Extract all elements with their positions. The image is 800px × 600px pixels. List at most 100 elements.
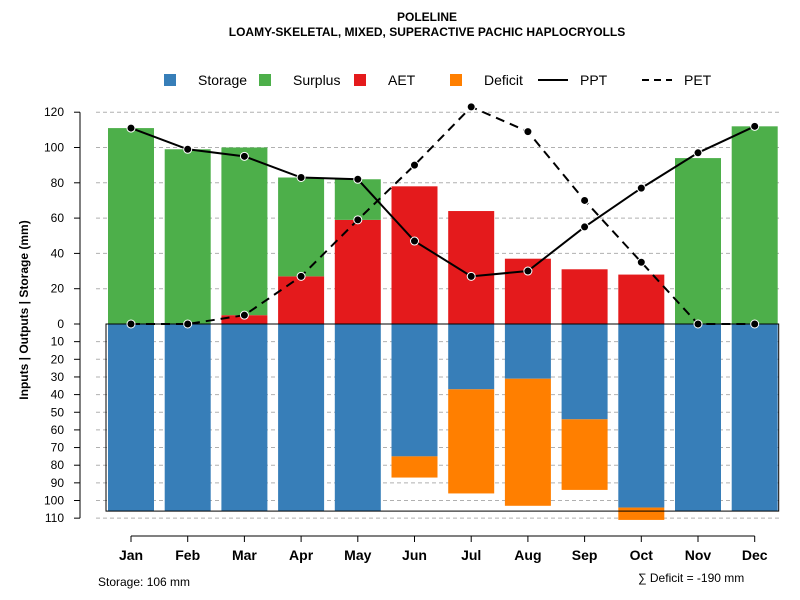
pet-line: [131, 105, 755, 325]
legend-label-deficit: Deficit: [484, 72, 523, 88]
y-tick-label: 40: [51, 246, 65, 260]
surplus-bar: [334, 179, 381, 220]
chart-title: POLELINE: [397, 10, 457, 24]
deficit-bar: [618, 507, 665, 520]
y-tick-label: 10: [51, 335, 65, 349]
y-tick-label: 20: [51, 352, 65, 366]
pet-point: [693, 319, 703, 329]
storage-note: Storage: 106 mm: [98, 575, 190, 589]
ppt-point: [523, 266, 533, 276]
legend-label-storage: Storage: [198, 72, 247, 88]
legend-label-surplus: Surplus: [293, 72, 340, 88]
deficit-bar: [561, 419, 608, 490]
pet-point: [126, 319, 136, 329]
deficit-bar: [504, 378, 551, 506]
legend-label-pet: PET: [684, 72, 712, 88]
y-tick-label: 40: [51, 388, 65, 402]
legend-swatch-storage: [164, 74, 176, 86]
x-tick-label-oct: Oct: [630, 547, 654, 563]
y-tick-label: 70: [51, 441, 65, 455]
surplus-bar: [108, 128, 154, 324]
storage-bar: [221, 324, 268, 512]
x-tick-label-jun: Jun: [402, 547, 427, 563]
deficit-bar: [391, 456, 438, 478]
storage-bar: [731, 324, 778, 512]
x-tick-label-jan: Jan: [119, 547, 143, 563]
y-tick-label: 50: [51, 405, 65, 419]
x-tick-label-dec: Dec: [742, 547, 768, 563]
chart-legend: Storage Surplus AET Deficit PPT PET: [164, 72, 712, 88]
ppt-point: [580, 222, 590, 232]
surplus-bar: [675, 158, 721, 324]
storage-frame: [105, 323, 780, 512]
surplus-bar: [278, 177, 325, 277]
legend-label-ppt: PPT: [580, 72, 608, 88]
y-axis-label: Inputs | Outputs | Storage (mm): [17, 220, 31, 399]
ppt-point: [126, 123, 136, 133]
y-tick-label: 110: [45, 511, 64, 525]
y-tick-label: 0: [57, 317, 64, 331]
y-tick-label: 30: [51, 370, 65, 384]
x-tick-label-nov: Nov: [685, 547, 712, 563]
pet-point: [636, 257, 646, 267]
ppt-line: [130, 125, 756, 278]
aet-bar: [561, 269, 608, 324]
y-tick-label: 100: [44, 494, 64, 508]
ppt-point: [296, 173, 306, 183]
storage-bar: [164, 324, 211, 512]
ppt-point: [466, 271, 476, 281]
pet-point: [183, 319, 193, 329]
ppt-point: [183, 144, 193, 154]
storage-bar: [334, 324, 381, 512]
deficit-note: ∑ Deficit = -190 mm: [638, 571, 744, 585]
pet-point: [239, 310, 249, 320]
storage-bar: [561, 324, 608, 420]
aet-bar: [391, 186, 438, 324]
y-tick-label: 20: [51, 282, 65, 296]
x-tick-label-may: May: [344, 547, 371, 563]
x-tick-label-apr: Apr: [289, 547, 314, 563]
storage-bar: [278, 324, 325, 512]
pet-point: [523, 127, 533, 137]
pet-point: [410, 160, 419, 170]
pet-point: [750, 319, 760, 329]
pet-point: [580, 195, 590, 205]
storage-bar: [448, 324, 495, 390]
ppt-point: [410, 236, 419, 246]
legend-label-aet: AET: [388, 72, 416, 88]
legend-swatch-surplus: [259, 74, 271, 86]
bars: [108, 126, 778, 520]
x-tick-label-jul: Jul: [461, 547, 481, 563]
aet-bar: [618, 274, 665, 324]
surplus-bar: [731, 126, 778, 324]
x-tick-label-sep: Sep: [572, 547, 598, 563]
aet-bar: [278, 276, 325, 324]
y-tick-label: 60: [51, 423, 65, 437]
axes: 0 20 40 60 80 100 120 10 20 30 40 50 60 70 80 90 100 110 J…: [44, 105, 768, 563]
ppt-point: [636, 183, 646, 193]
legend-swatch-aet: [354, 74, 366, 86]
aet-bar: [334, 219, 381, 324]
surplus-bar: [221, 147, 268, 316]
y-tick-label: 100: [44, 141, 64, 155]
x-tick-label-feb: Feb: [175, 547, 200, 563]
y-tick-label: 60: [51, 211, 65, 225]
x-tick-label-aug: Aug: [514, 547, 541, 563]
surplus-bar: [164, 149, 211, 324]
pet-point: [353, 215, 363, 225]
storage-bar: [504, 324, 551, 379]
pet-point: [296, 271, 306, 281]
ppt-point: [750, 121, 760, 131]
storage-bar: [391, 324, 438, 457]
storage-bar: [108, 324, 154, 512]
y-tick-label: 120: [44, 105, 64, 119]
aet-bar: [448, 211, 495, 324]
ppt-point: [239, 151, 249, 161]
chart-subtitle: LOAMY-SKELETAL, MIXED, SUPERACTIVE PACHI…: [229, 25, 625, 39]
legend-swatch-deficit: [450, 74, 462, 86]
ppt-point: [353, 174, 363, 184]
y-tick-label: 80: [51, 458, 65, 472]
series-lines: [126, 102, 760, 329]
ppt-point: [693, 148, 703, 158]
